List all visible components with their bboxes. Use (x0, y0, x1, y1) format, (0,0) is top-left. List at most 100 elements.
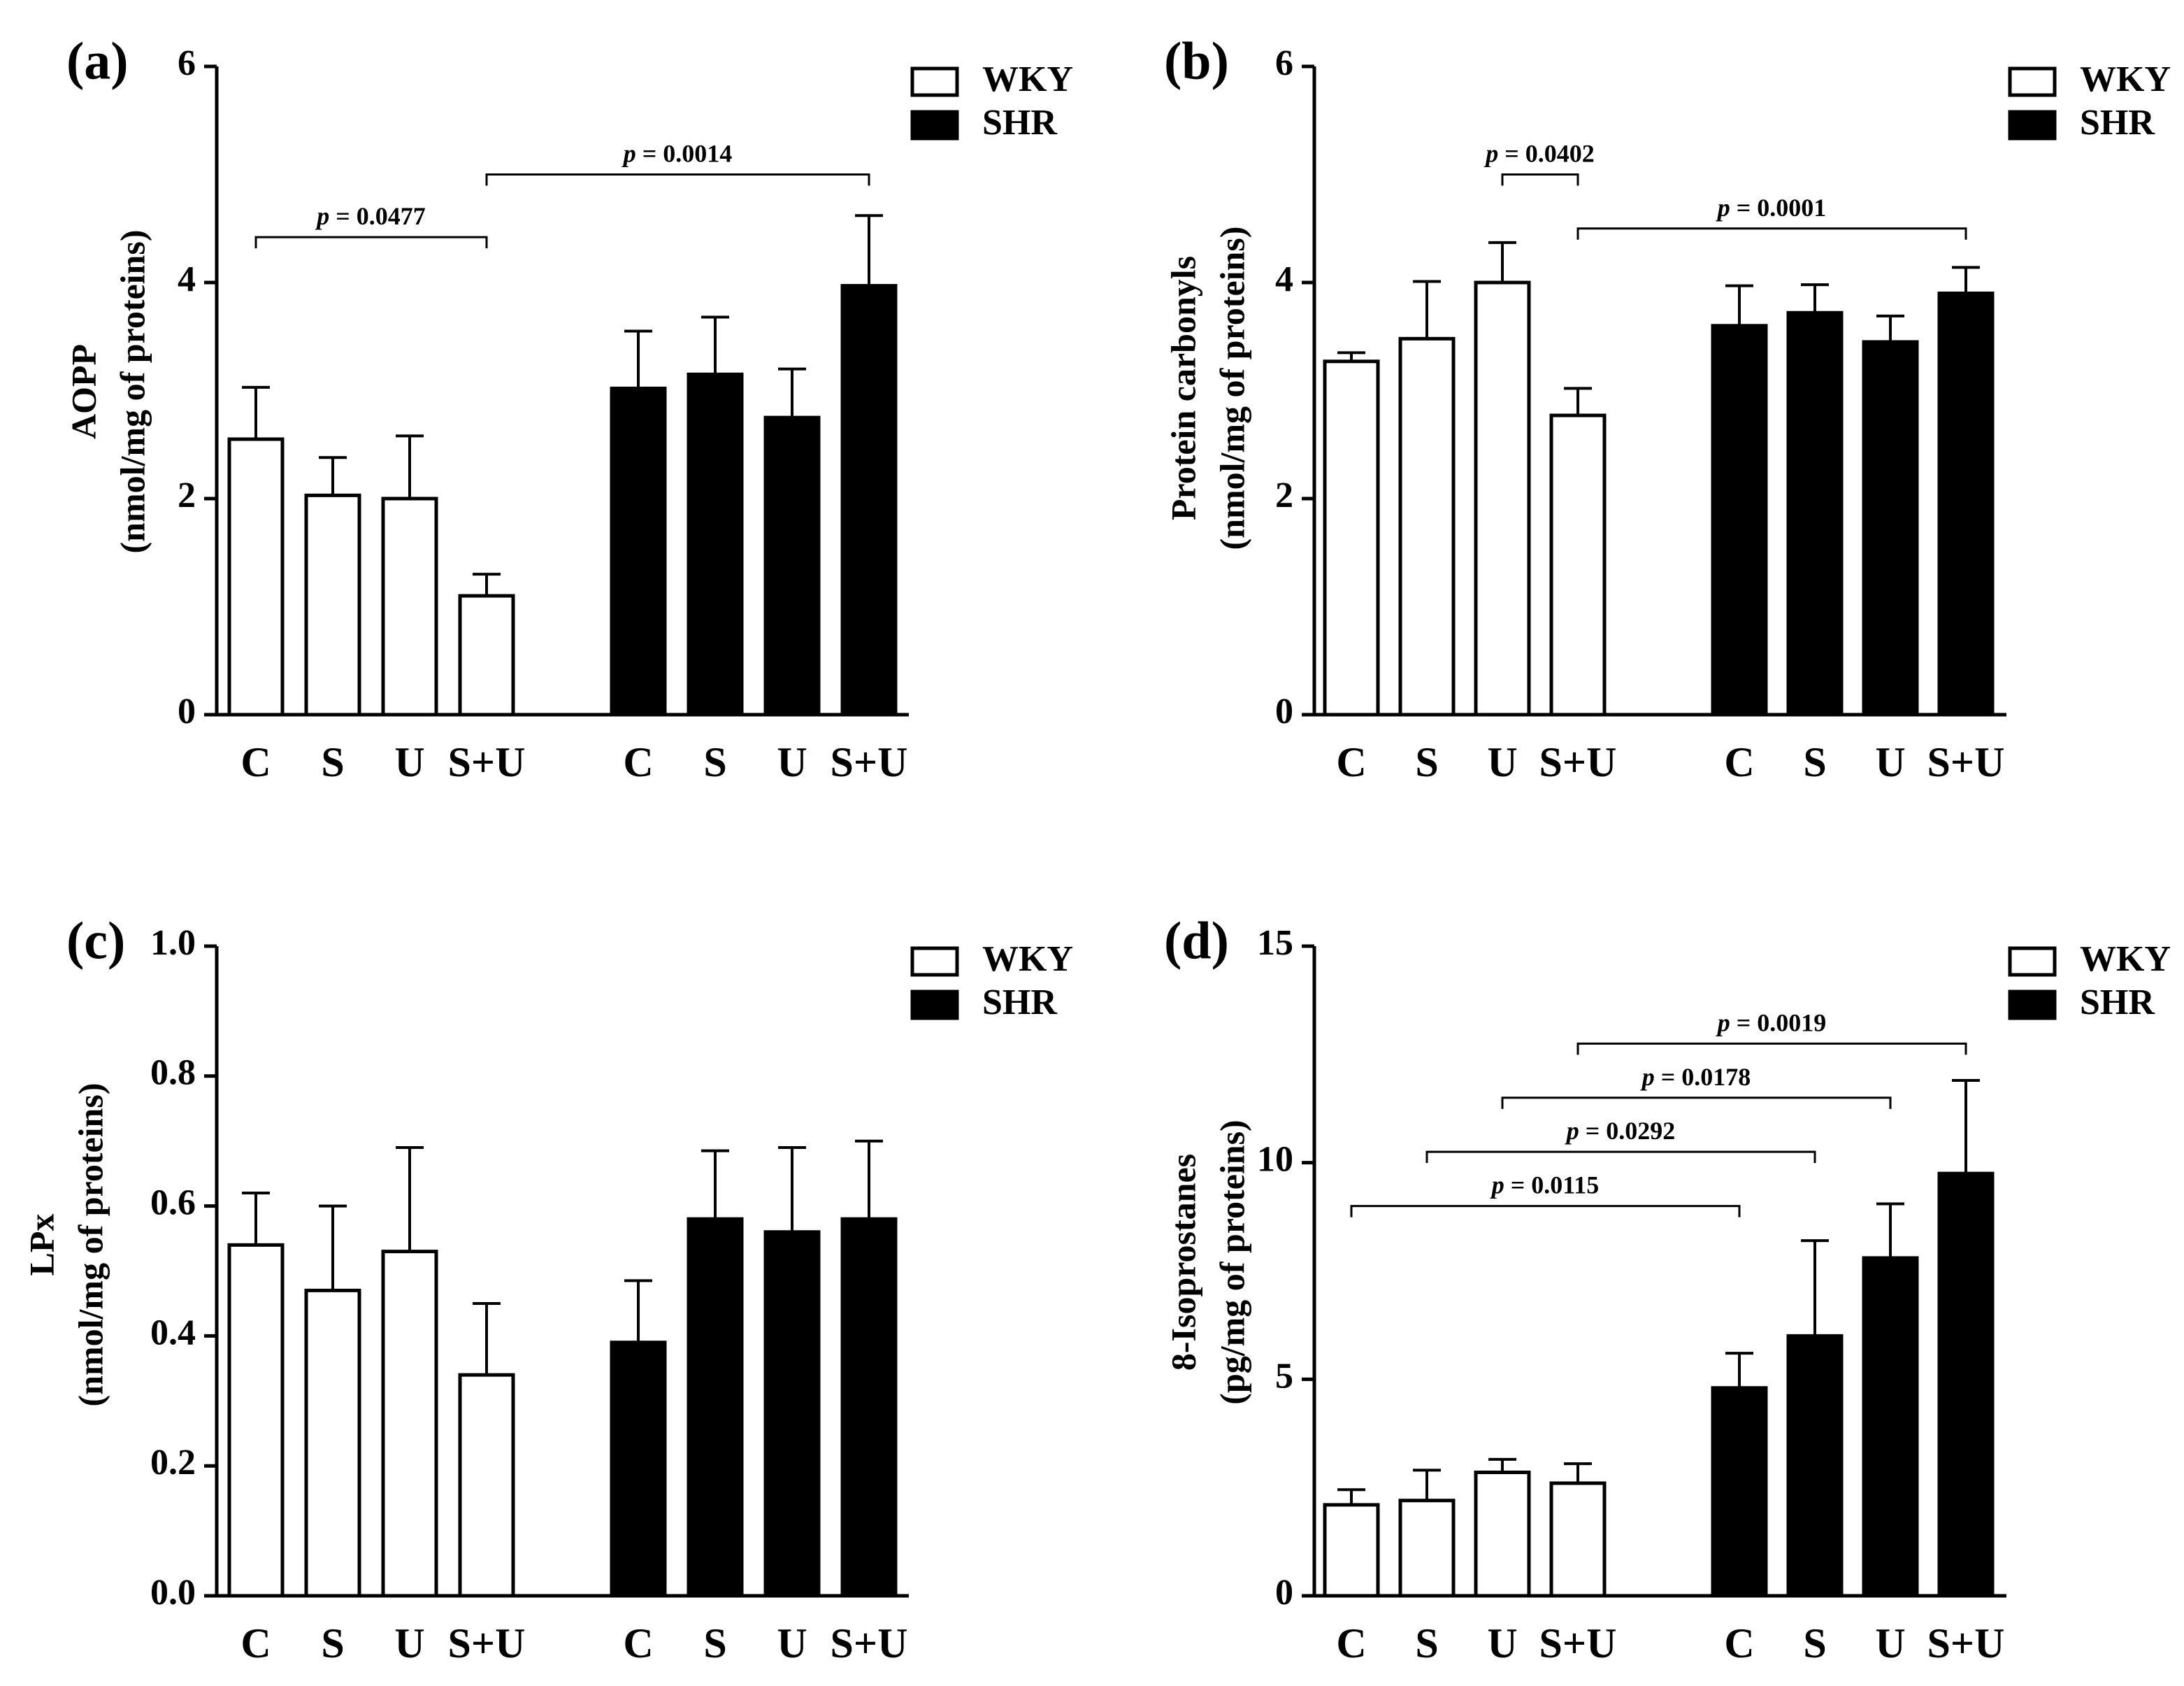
p-value-label: p = 0.0001 (1716, 194, 1827, 222)
significance-bracket (1425, 1150, 1816, 1164)
y-tick-label: 2 (1275, 476, 1293, 515)
y-tick-label: 10 (1257, 1140, 1293, 1180)
bar (1323, 1503, 1380, 1598)
bar (1862, 340, 1919, 717)
x-tick-label: C (1724, 1620, 1754, 1666)
x-tick-label: S (1415, 1620, 1438, 1666)
y-tick-label: 0.2 (150, 1443, 196, 1483)
bar (1398, 336, 1456, 717)
x-tick-label: C (623, 739, 653, 785)
y-axis-title: (nmol/mg of proteins) (1212, 227, 1251, 550)
p-value-label: p = 0.0292 (1565, 1117, 1676, 1145)
y-tick-label: 6 (178, 43, 196, 83)
bar (1786, 310, 1844, 717)
panel-label: (b) (1164, 31, 1229, 90)
bar (381, 1250, 438, 1598)
y-tick-label: 15 (1257, 923, 1293, 963)
bar (763, 1230, 821, 1598)
y-axis-title: Protein carbonyls (1163, 256, 1202, 520)
significance-bracket (1350, 1205, 1741, 1217)
bar (687, 1217, 744, 1598)
x-tick-label: C (1336, 739, 1366, 785)
x-tick-label: S+U (448, 1620, 526, 1666)
y-tick-label: 4 (178, 259, 196, 299)
legend-label: WKY (2080, 59, 2171, 99)
y-tick-label: 2 (178, 476, 196, 515)
panel-label: (c) (66, 911, 125, 970)
chart-panel-3: (c) LPx (nmol/mg of proteins) 0.0 0.2 0.4 0.6 0… (22, 911, 1073, 1666)
x-tick-label: S (1803, 739, 1826, 785)
x-tick-label: S+U (831, 739, 908, 785)
bar (1862, 1256, 1919, 1598)
bar (610, 386, 667, 717)
y-axis-title: 8-Isoprostanes (1163, 1154, 1202, 1371)
y-axis-title: (nmol/mg of proteins) (113, 230, 152, 554)
legend-label: SHR (982, 103, 1058, 143)
y-tick-label: 0.6 (150, 1183, 196, 1223)
significance-bracket (1501, 173, 1579, 186)
legend-swatch (2008, 66, 2057, 97)
y-tick-label: 0.0 (150, 1573, 196, 1613)
p-value-label: p = 0.0019 (1716, 1008, 1827, 1036)
x-tick-label: S (321, 739, 344, 785)
legend-label: WKY (2080, 939, 2171, 979)
legend-swatch (910, 66, 959, 97)
legend-label: WKY (982, 59, 1073, 99)
y-tick-label: 4 (1275, 259, 1293, 299)
legend-label: SHR (982, 983, 1058, 1022)
bar (1549, 1481, 1607, 1598)
bar (458, 594, 515, 717)
x-tick-label: S+U (1539, 1620, 1617, 1666)
significance-bracket (254, 236, 488, 249)
legend: WKY SHR (2008, 939, 2171, 1022)
x-tick-label: U (1875, 1620, 1905, 1666)
legend-label: WKY (982, 939, 1073, 979)
x-tick-label: C (1336, 1620, 1366, 1666)
legend-label: SHR (2080, 103, 2155, 143)
legend-swatch (2008, 990, 2057, 1020)
y-axis-title: (nmol/mg of proteins) (71, 1083, 110, 1407)
x-tick-label: S+U (1927, 1620, 2005, 1666)
y-axis-title: (pg/mg of proteins) (1212, 1120, 1251, 1404)
x-tick-label: C (1724, 739, 1754, 785)
panel-label: (d) (1164, 911, 1229, 970)
bar (1711, 324, 1768, 717)
x-tick-label: U (777, 1620, 807, 1666)
chart-panel-2: (b) Protein carbonyls (nmol/mg of proteins… (1163, 31, 2171, 785)
y-tick-label: 0 (178, 692, 196, 731)
bar (840, 284, 898, 717)
x-tick-label: C (623, 1620, 653, 1666)
significance-bracket (1501, 1096, 1892, 1109)
bar (763, 415, 821, 717)
x-tick-label: C (240, 739, 271, 785)
bar (1323, 359, 1380, 717)
bar (1474, 1470, 1531, 1598)
chart-panel-4: (d) 8-Isoprostanes (pg/mg of proteins) 0 5 10… (1163, 911, 2171, 1666)
x-tick-label: S+U (831, 1620, 908, 1666)
bar (1549, 413, 1607, 717)
y-tick-label: 0 (1275, 692, 1293, 731)
x-tick-label: S (703, 1620, 726, 1666)
legend: WKY SHR (910, 939, 1073, 1022)
bar (304, 493, 361, 717)
x-tick-label: S+U (448, 739, 526, 785)
y-tick-label: 6 (1275, 43, 1293, 83)
x-tick-label: C (240, 1620, 271, 1666)
y-axis-title: AOPP (64, 344, 103, 439)
x-tick-label: U (777, 739, 807, 785)
bar (610, 1341, 667, 1598)
legend-label: SHR (2080, 983, 2155, 1022)
x-tick-label: S (1415, 739, 1438, 785)
chart-panel-1: (a) AOPP (nmol/mg of proteins) 0 2 4 6 C S U S+U C S… (64, 31, 1073, 785)
x-tick-label: U (1487, 1620, 1517, 1666)
legend-swatch (910, 946, 959, 977)
bar (687, 372, 744, 717)
bar (1937, 291, 1995, 717)
legend-swatch (2008, 110, 2057, 141)
bar (840, 1217, 898, 1598)
panel-label: (a) (66, 31, 129, 90)
x-tick-label: S+U (1927, 739, 2005, 785)
